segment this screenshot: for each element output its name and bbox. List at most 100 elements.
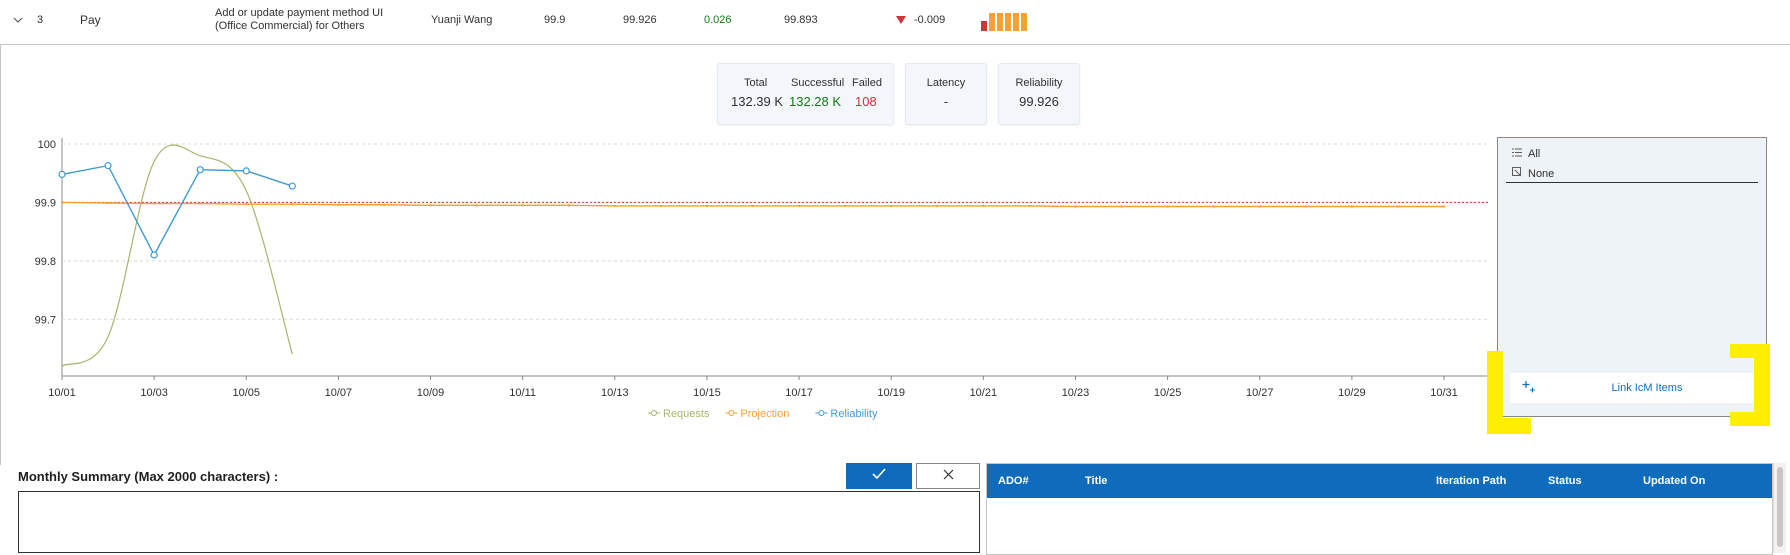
row-description-line1: Add or update payment method UI xyxy=(215,7,384,19)
filter-all-label: All xyxy=(1528,148,1541,160)
data-point xyxy=(106,201,110,205)
ado-table: ADO# Title Iteration Path Status Updated… xyxy=(986,463,1773,555)
spark-bar xyxy=(989,13,995,31)
series-line-reliability xyxy=(61,164,293,257)
ado-col-status[interactable]: Status xyxy=(1548,475,1582,487)
row-actual: 99.926 xyxy=(623,14,657,26)
x-tick-label: 10/09 xyxy=(417,387,445,399)
data-point xyxy=(936,204,939,208)
data-point xyxy=(797,204,801,208)
kpi-latency-label: Latency xyxy=(926,77,966,89)
highlight-mark-right-foot xyxy=(1730,412,1770,426)
data-point xyxy=(843,204,847,208)
data-point xyxy=(613,204,616,208)
data-point xyxy=(567,204,570,207)
data-point xyxy=(1120,205,1123,208)
spark-bar xyxy=(1013,13,1019,31)
data-point xyxy=(60,201,64,204)
ado-table-header: ADO# Title Iteration Path Status Updated… xyxy=(987,464,1772,498)
filter-none-label: None xyxy=(1528,167,1555,180)
sparkline xyxy=(981,13,1027,31)
kpi-failed-label: Failed xyxy=(852,77,882,89)
chevron-down-icon[interactable] xyxy=(10,0,26,40)
filter-none[interactable]: None xyxy=(1512,167,1554,180)
data-point xyxy=(659,204,663,208)
y-tick-label: 100 xyxy=(38,139,56,151)
data-point xyxy=(1350,205,1354,208)
spark-bar xyxy=(1005,13,1011,31)
highlight-mark-left xyxy=(1487,351,1503,433)
x-tick-label: 10/29 xyxy=(1338,387,1366,399)
link-icm-items-button[interactable]: Link IcM Items xyxy=(1510,373,1754,403)
data-point xyxy=(242,167,250,175)
data-point xyxy=(196,166,204,174)
data-point xyxy=(337,203,340,206)
ado-col-id[interactable]: ADO# xyxy=(998,475,1029,487)
data-point xyxy=(288,182,296,190)
x-tick-label: 10/05 xyxy=(233,387,261,399)
y-tick-label: 99.8 xyxy=(35,256,56,268)
x-tick-label: 10/13 xyxy=(601,387,629,399)
x-tick-label: 10/27 xyxy=(1246,387,1274,399)
ado-col-updated-on[interactable]: Updated On xyxy=(1643,475,1706,487)
row-delta-up: 0.026 xyxy=(704,14,732,26)
checkmark-icon xyxy=(872,467,886,485)
data-point xyxy=(383,203,386,206)
highlight-mark-left-foot xyxy=(1487,418,1531,434)
kpi-card-latency: Latency - xyxy=(905,63,987,125)
kpi-card-reliability: Reliability 99.926 xyxy=(998,63,1080,125)
row-name: Pay xyxy=(80,13,101,27)
ado-col-iteration-path[interactable]: Iteration Path xyxy=(1436,475,1507,487)
data-point xyxy=(1028,204,1031,208)
data-point xyxy=(104,162,112,170)
save-button[interactable] xyxy=(846,463,912,489)
monthly-summary-input[interactable] xyxy=(18,491,980,553)
data-point xyxy=(1258,205,1261,208)
data-point xyxy=(199,202,202,205)
x-tick-label: 10/31 xyxy=(1430,387,1458,399)
cancel-button[interactable] xyxy=(916,463,980,489)
kpi-latency-value: - xyxy=(943,94,949,109)
legend-marker xyxy=(651,410,657,416)
data-point xyxy=(150,251,158,259)
x-tick-label: 10/23 xyxy=(1062,387,1090,399)
list-icon xyxy=(1512,148,1522,160)
row-description: Add or update payment method UI (Office … xyxy=(215,7,383,33)
data-point xyxy=(475,204,478,207)
clear-icon xyxy=(1512,167,1522,180)
legend-label: Reliability xyxy=(830,408,878,420)
scrollbar-thumb[interactable] xyxy=(1777,467,1783,547)
row-projection: 99.893 xyxy=(784,14,818,26)
scrollbar[interactable] xyxy=(1773,463,1786,553)
kpi-reliability-value: 99.926 xyxy=(1019,94,1059,109)
legend-marker xyxy=(728,410,735,416)
x-tick-label: 10/11 xyxy=(509,387,536,399)
y-tick-label: 99.7 xyxy=(35,314,56,326)
row-delta-down: -0.009 xyxy=(914,14,946,26)
data-point xyxy=(705,204,709,208)
legend-label: Projection xyxy=(740,408,789,420)
divider xyxy=(1506,182,1758,183)
data-point xyxy=(291,202,294,206)
legend-label: Requests xyxy=(663,408,710,420)
ado-col-title[interactable]: Title xyxy=(1085,475,1108,487)
kpi-failed-value: 108 xyxy=(855,94,877,109)
row-owner: Yuanji Wang xyxy=(431,14,493,26)
kpi-card-requests: Total 132.39 K Successful 132.28 K Faile… xyxy=(717,63,894,125)
data-point xyxy=(1166,205,1169,208)
spark-bar xyxy=(997,13,1003,31)
data-point xyxy=(58,170,66,178)
add-link-icon xyxy=(1522,380,1536,397)
series-line-requests xyxy=(61,144,293,367)
legend-marker xyxy=(818,410,825,416)
filter-all[interactable]: All xyxy=(1512,148,1540,160)
kpi-reliability-label: Reliability xyxy=(1015,77,1063,89)
x-tick-label: 10/19 xyxy=(877,387,905,399)
x-tick-label: 10/21 xyxy=(970,387,998,399)
monthly-summary-title: Monthly Summary (Max 2000 characters) : xyxy=(18,469,279,484)
data-point xyxy=(751,204,755,208)
x-tick-label: 10/01 xyxy=(48,387,76,399)
kpi-successful-value: 132.28 K xyxy=(789,94,842,109)
row-index: 3 xyxy=(37,14,44,26)
table-row[interactable]: 3 Pay Add or update payment method UI (O… xyxy=(0,0,1790,45)
